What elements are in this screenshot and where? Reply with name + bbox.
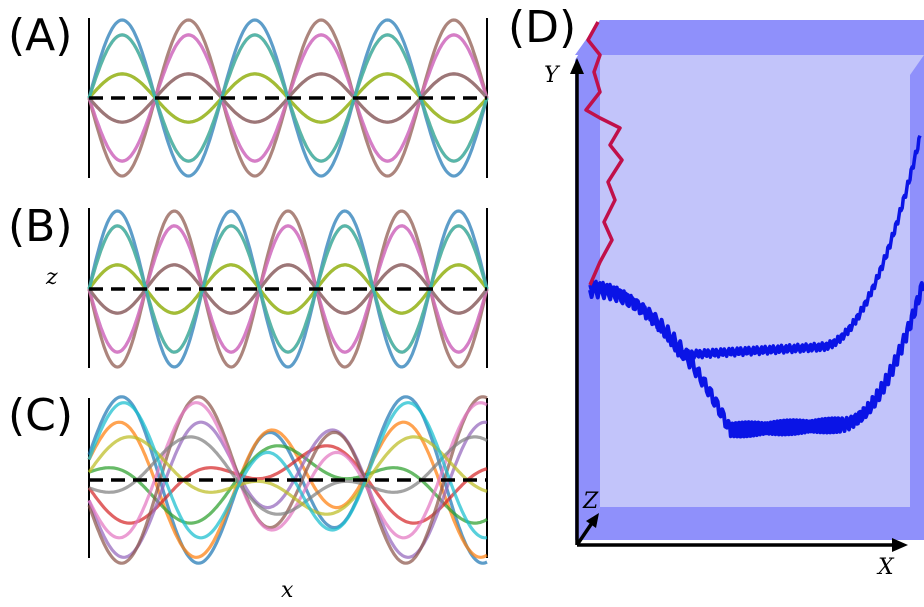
panel-c-waves	[87, 395, 488, 565]
panel-b-wave-curve-1	[87, 209, 489, 369]
box-left-wall	[575, 20, 600, 540]
x-axis-arrowhead	[892, 538, 908, 552]
trajectory-upper	[588, 134, 922, 361]
panel-b-wave-curve-6	[87, 209, 489, 369]
y-axis-3d-label: Y	[544, 63, 561, 88]
panel-b-wave-curve-7	[87, 224, 489, 354]
z-axis-label: z	[45, 265, 58, 290]
z-axis-3d-label: Z	[582, 489, 599, 514]
box-bottom-wall	[575, 507, 924, 540]
panel-b-waves	[87, 208, 489, 369]
panel-b-wave-curve-10	[87, 224, 489, 354]
box-right-wall	[910, 55, 924, 520]
panel-b-wave-curve-9	[87, 263, 489, 315]
panel-d-trajectories	[584, 21, 924, 439]
panel-label-b: (B)	[8, 201, 73, 252]
panel-c-wave-curve-6	[87, 395, 488, 565]
x-axis-label: x	[281, 578, 294, 603]
panel-b-wave-curve-8	[87, 263, 489, 315]
panel-label-c: (C)	[8, 390, 73, 441]
z-axis-arrowhead	[586, 513, 599, 528]
y-axis-arrowhead	[570, 58, 584, 74]
trajectory-lower	[588, 281, 924, 439]
x-axis-3d-label: X	[876, 555, 895, 580]
panel-a-waves	[87, 18, 489, 178]
trajectory-initial-segment	[584, 21, 624, 286]
panel-c-wave-curve-10	[87, 401, 488, 540]
box-top-wall	[575, 20, 924, 55]
panel-label-a: (A)	[8, 10, 72, 61]
panel-d-box	[575, 20, 924, 540]
panel-label-d: (D)	[508, 2, 576, 53]
